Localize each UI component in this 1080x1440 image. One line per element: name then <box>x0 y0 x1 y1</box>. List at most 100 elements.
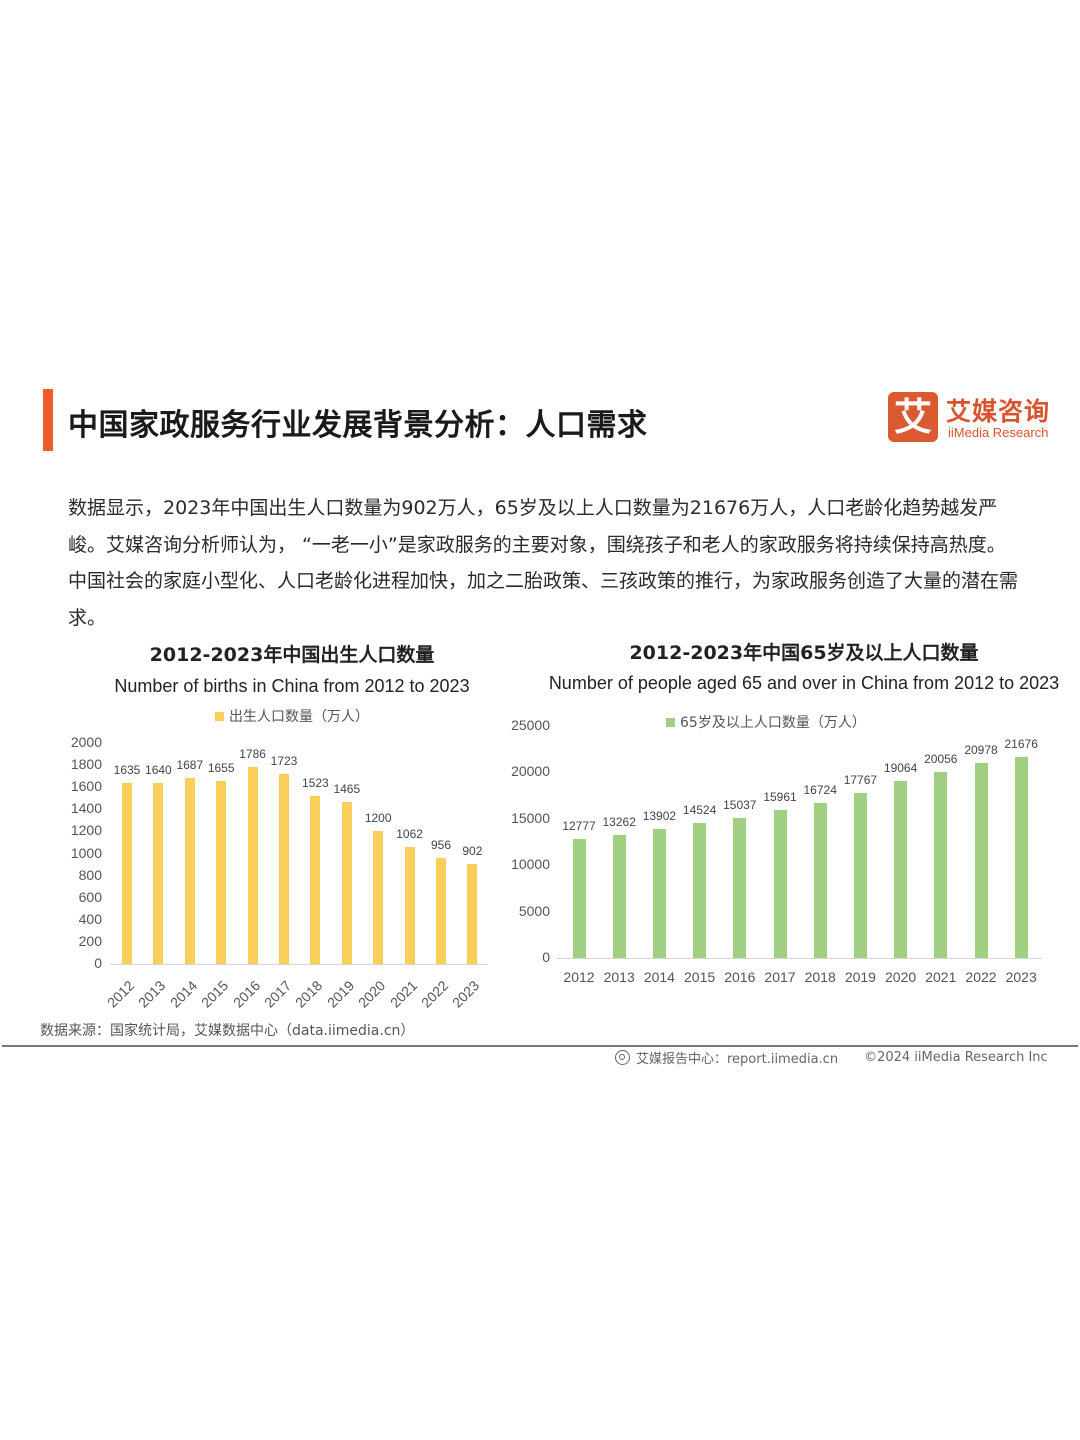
x-tick-label: 2017 <box>764 969 796 985</box>
x-tick-label: 2015 <box>684 969 716 985</box>
births-x-axis-line <box>110 964 488 965</box>
bar-value-label: 1200 <box>364 811 392 826</box>
logo-name-cn: 艾媒咨询 <box>946 397 1051 426</box>
bar-value-label: 20978 <box>964 743 998 758</box>
births-chart-legend: 出生人口数量（万人） <box>215 706 369 726</box>
x-tick-label: 2021 <box>925 969 957 985</box>
bar <box>572 839 586 958</box>
y-tick-label: 1400 <box>70 800 102 817</box>
y-tick-label: 800 <box>78 866 102 883</box>
bar <box>184 777 195 964</box>
y-tick-label: 2000 <box>70 734 102 750</box>
bar-value-label: 1723 <box>270 753 298 768</box>
bar-value-label: 1640 <box>145 762 172 777</box>
elderly-chart-subtitle: Number of people aged 65 and over in Chi… <box>548 673 1060 693</box>
bar-value-label: 1786 <box>239 746 266 761</box>
legend-label: 出生人口数量（万人） <box>229 709 369 725</box>
x-tick-label: 2012 <box>563 969 595 985</box>
bar <box>467 864 478 964</box>
y-tick-label: 15000 <box>511 809 550 826</box>
y-tick-label: 5000 <box>518 902 550 919</box>
brand-logo: 艾 艾媒咨询 iiMedia Research <box>888 392 1068 444</box>
bar-value-label: 1523 <box>302 775 329 790</box>
bar-value-label: 19064 <box>883 761 918 776</box>
births-chart-subtitle: Number of births in China from 2012 to 2… <box>114 676 470 696</box>
x-tick-label: 2013 <box>603 969 635 985</box>
elderly-chart-legend: 65岁及以上人口数量（万人） <box>666 712 866 732</box>
legend-swatch-yellow <box>215 711 224 721</box>
elderly-x-axis-line <box>556 958 1042 959</box>
summary-paragraph: 数据显示，2023年中国出生人口数量为902万人，65岁及以上人口数量为2167… <box>68 497 1019 629</box>
y-tick-label: 1000 <box>70 844 102 861</box>
title-accent-bar <box>43 389 53 451</box>
bar <box>247 766 258 964</box>
bar <box>404 846 415 964</box>
bar <box>1014 756 1028 958</box>
report-center-link[interactable]: 艾媒报告中心：report.iimedia.cn <box>636 1052 839 1067</box>
footer: 艾媒报告中心：report.iimedia.cn ©2024 iiMedia R… <box>615 1048 1048 1067</box>
x-tick-label: 2019 <box>844 969 876 985</box>
copyright: ©2024 iiMedia Research Inc <box>864 1050 1048 1065</box>
x-tick-label: 2023 <box>1005 969 1037 985</box>
y-tick-label: 10000 <box>511 856 550 873</box>
legend-label: 65岁及以上人口数量（万人） <box>680 715 866 731</box>
bar-value-label: 15037 <box>723 798 757 813</box>
y-tick-label: 25000 <box>511 717 550 733</box>
bar <box>122 783 132 964</box>
bar <box>436 858 446 964</box>
bar-value-label: 14524 <box>682 803 717 818</box>
y-tick-label: 0 <box>94 955 102 971</box>
bar <box>216 781 227 964</box>
bar-value-label: 13262 <box>602 814 636 829</box>
bar <box>279 773 289 964</box>
bar <box>153 782 164 964</box>
bar <box>373 831 384 964</box>
bar <box>934 771 948 958</box>
bar-value-label: 12777 <box>562 819 596 834</box>
x-tick-label: 2018 <box>804 969 836 985</box>
x-tick-label: 2014 <box>643 969 675 985</box>
y-tick-label: 200 <box>78 932 102 949</box>
bar <box>894 781 908 958</box>
births-chart: 2012-2023年中国出生人口数量 Number of births in C… <box>0 630 540 1020</box>
logo-icon: 艾 <box>888 392 938 442</box>
bar-value-label: 13902 <box>642 808 677 823</box>
bar-value-label: 16724 <box>803 782 837 797</box>
legend-swatch-green <box>666 717 675 727</box>
bar-value-label: 17767 <box>843 773 878 788</box>
footer-divider <box>2 1045 1078 1047</box>
bar <box>612 834 626 958</box>
elderly-chart: 2012-2023年中国65岁及以上人口数量 Number of people … <box>0 630 1080 1020</box>
data-source: 数据来源：国家统计局，艾媒数据中心（data.iimedia.cn） <box>40 1023 415 1039</box>
x-tick-label: 2016 <box>724 969 756 985</box>
y-tick-label: 0 <box>542 949 550 965</box>
bar <box>341 802 352 964</box>
logo-name-en: iiMedia Research <box>948 425 1049 440</box>
y-tick-label: 600 <box>78 888 102 905</box>
x-tick-label: 2022 <box>965 969 997 985</box>
bar <box>652 828 666 958</box>
bar <box>310 795 321 964</box>
y-tick-label: 1600 <box>70 778 102 795</box>
bar <box>693 823 707 958</box>
births-chart-title: 2012-2023年中国出生人口数量 <box>149 644 435 666</box>
bar <box>813 802 827 958</box>
x-tick-label: 2020 <box>885 969 917 985</box>
bar-value-label: 15961 <box>763 789 797 804</box>
bar-value-label: 1655 <box>207 761 235 776</box>
y-tick-label: 20000 <box>511 763 550 780</box>
bar <box>773 809 787 958</box>
bar-value-label: 956 <box>430 838 452 853</box>
bar-value-label: 1687 <box>176 757 204 772</box>
y-tick-label: 1800 <box>70 756 102 773</box>
bar <box>733 818 747 958</box>
bar-value-label: 1465 <box>333 782 361 797</box>
bar-value-label: 1062 <box>396 826 423 841</box>
report-center-icon <box>615 1050 630 1065</box>
elderly-chart-title: 2012-2023年中国65岁及以上人口数量 <box>629 642 979 664</box>
bar-value-label: 902 <box>462 844 483 859</box>
bar-value-label: 21676 <box>1004 736 1038 751</box>
bar <box>974 763 988 958</box>
page-title: 中国家政服务行业发展背景分析：人口需求 <box>68 408 648 443</box>
bar-value-label: 1635 <box>113 763 141 778</box>
